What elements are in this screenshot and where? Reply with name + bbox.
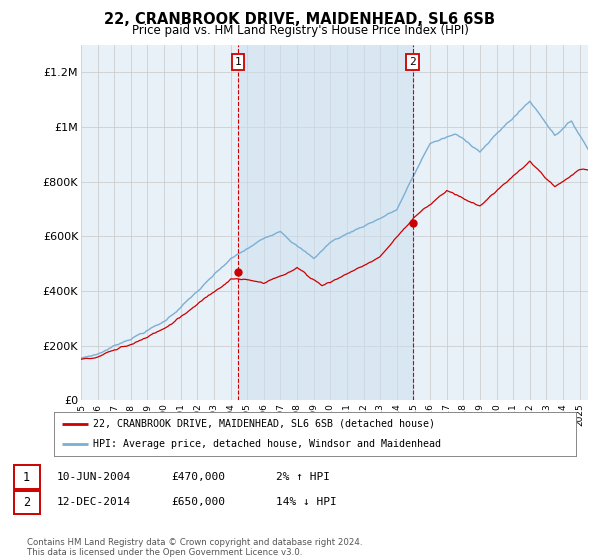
Text: Price paid vs. HM Land Registry's House Price Index (HPI): Price paid vs. HM Land Registry's House … [131,24,469,37]
Text: 10-JUN-2004: 10-JUN-2004 [57,472,131,482]
Text: £650,000: £650,000 [171,497,225,507]
Text: HPI: Average price, detached house, Windsor and Maidenhead: HPI: Average price, detached house, Wind… [93,439,441,449]
Text: £470,000: £470,000 [171,472,225,482]
Text: Contains HM Land Registry data © Crown copyright and database right 2024.
This d: Contains HM Land Registry data © Crown c… [27,538,362,557]
Text: 12-DEC-2014: 12-DEC-2014 [57,497,131,507]
Text: 14% ↓ HPI: 14% ↓ HPI [276,497,337,507]
Text: 2% ↑ HPI: 2% ↑ HPI [276,472,330,482]
Text: 22, CRANBROOK DRIVE, MAIDENHEAD, SL6 6SB: 22, CRANBROOK DRIVE, MAIDENHEAD, SL6 6SB [104,12,496,27]
Text: 1: 1 [23,470,30,484]
Text: 22, CRANBROOK DRIVE, MAIDENHEAD, SL6 6SB (detached house): 22, CRANBROOK DRIVE, MAIDENHEAD, SL6 6SB… [93,419,435,429]
Text: 1: 1 [235,57,241,67]
Text: 2: 2 [409,57,416,67]
Bar [238,45,413,400]
Text: 2: 2 [23,496,30,509]
